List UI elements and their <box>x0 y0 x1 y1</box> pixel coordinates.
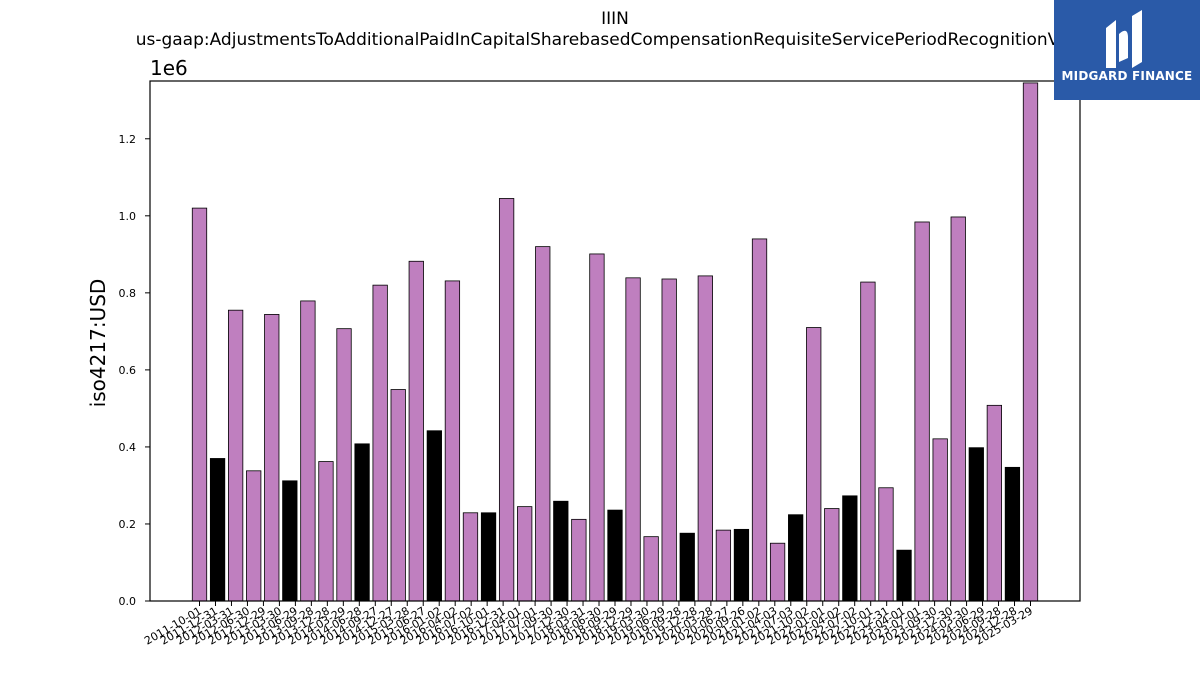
bar <box>1022 82 1039 602</box>
bar <box>462 512 479 602</box>
bar <box>896 549 912 602</box>
bar <box>806 327 822 602</box>
bar <box>444 280 461 602</box>
bar <box>571 518 587 602</box>
bar <box>191 207 208 602</box>
y-tick-label: 0.8 <box>119 287 137 300</box>
bar <box>426 430 442 602</box>
bar <box>842 495 858 602</box>
bar <box>589 253 605 602</box>
bar <box>733 528 750 602</box>
logo-text: MIDGARD FINANCE <box>1061 69 1193 83</box>
bar <box>661 278 677 602</box>
bar <box>679 532 695 602</box>
bar <box>878 487 894 602</box>
bar <box>751 238 768 602</box>
bar <box>390 389 406 602</box>
midgard-logo-icon <box>1106 10 1142 68</box>
bar <box>625 277 641 602</box>
bar <box>824 508 840 602</box>
y-tick-label: 0.2 <box>119 518 137 531</box>
chart-subtitle: us-gaap:AdjustmentsToAdditionalPaidInCap… <box>135 30 1095 50</box>
bar <box>986 404 1002 602</box>
y-tick-label: 1.0 <box>119 210 137 223</box>
bar <box>517 506 533 602</box>
bar <box>264 314 280 602</box>
bar <box>498 198 515 602</box>
bar <box>480 512 497 602</box>
y-tick-label: 0.0 <box>119 595 137 608</box>
bar <box>300 300 316 602</box>
bar <box>860 281 876 602</box>
bar <box>1004 466 1021 602</box>
bar <box>354 443 370 602</box>
bar <box>246 470 262 602</box>
bar <box>209 458 226 602</box>
bar <box>968 447 984 602</box>
chart-title: IIIN <box>601 9 629 29</box>
bar <box>336 328 352 602</box>
brand-logo: MIDGARD FINANCE <box>1054 0 1200 100</box>
bar <box>282 480 298 602</box>
bar <box>408 260 424 602</box>
bar <box>643 536 659 602</box>
bar <box>932 438 948 602</box>
bar <box>950 216 966 602</box>
bar <box>553 500 569 602</box>
bar <box>535 246 551 602</box>
bar <box>914 221 930 602</box>
bar <box>318 461 334 602</box>
bar <box>697 275 713 602</box>
y-tick-label: 0.6 <box>119 364 137 377</box>
bar <box>372 284 388 602</box>
bar <box>607 509 623 602</box>
bar <box>788 514 804 602</box>
y-axis-offset-label: 1e6 <box>150 56 188 80</box>
bar <box>769 542 786 602</box>
y-tick-label: 1.2 <box>119 133 137 146</box>
bar <box>715 529 732 602</box>
bar <box>227 309 244 602</box>
y-tick-label: 0.4 <box>119 441 137 454</box>
